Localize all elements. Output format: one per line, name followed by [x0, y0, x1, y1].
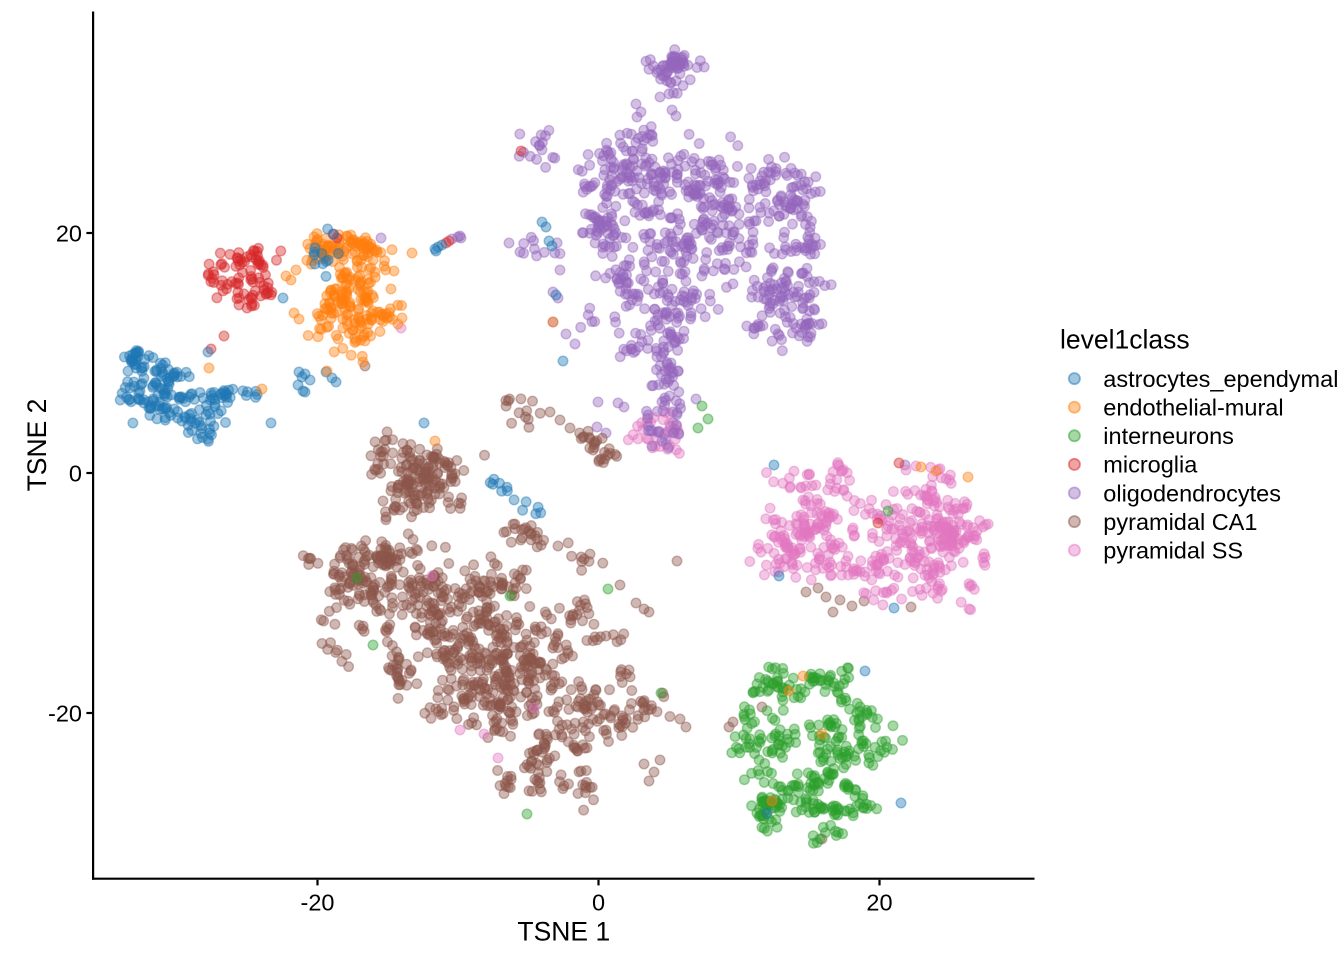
svg-text:oligodendrocytes: oligodendrocytes [1103, 480, 1281, 506]
svg-text:TSNE 2: TSNE 2 [22, 399, 52, 492]
svg-text:TSNE 1: TSNE 1 [517, 917, 610, 947]
svg-text:microglia: microglia [1103, 452, 1198, 478]
svg-text:20: 20 [866, 889, 892, 915]
svg-text:-20: -20 [48, 700, 82, 726]
svg-text:pyramidal CA1: pyramidal CA1 [1103, 509, 1257, 535]
svg-text:-20: -20 [301, 889, 335, 915]
svg-text:0: 0 [69, 460, 82, 486]
svg-text:endothelial-mural: endothelial-mural [1103, 395, 1283, 421]
svg-text:interneurons: interneurons [1103, 423, 1234, 449]
svg-text:level1class: level1class [1060, 325, 1190, 355]
svg-text:0: 0 [592, 889, 605, 915]
svg-text:astrocytes_ependymal: astrocytes_ependymal [1103, 366, 1338, 392]
svg-text:pyramidal SS: pyramidal SS [1103, 538, 1243, 564]
svg-text:20: 20 [56, 220, 82, 246]
